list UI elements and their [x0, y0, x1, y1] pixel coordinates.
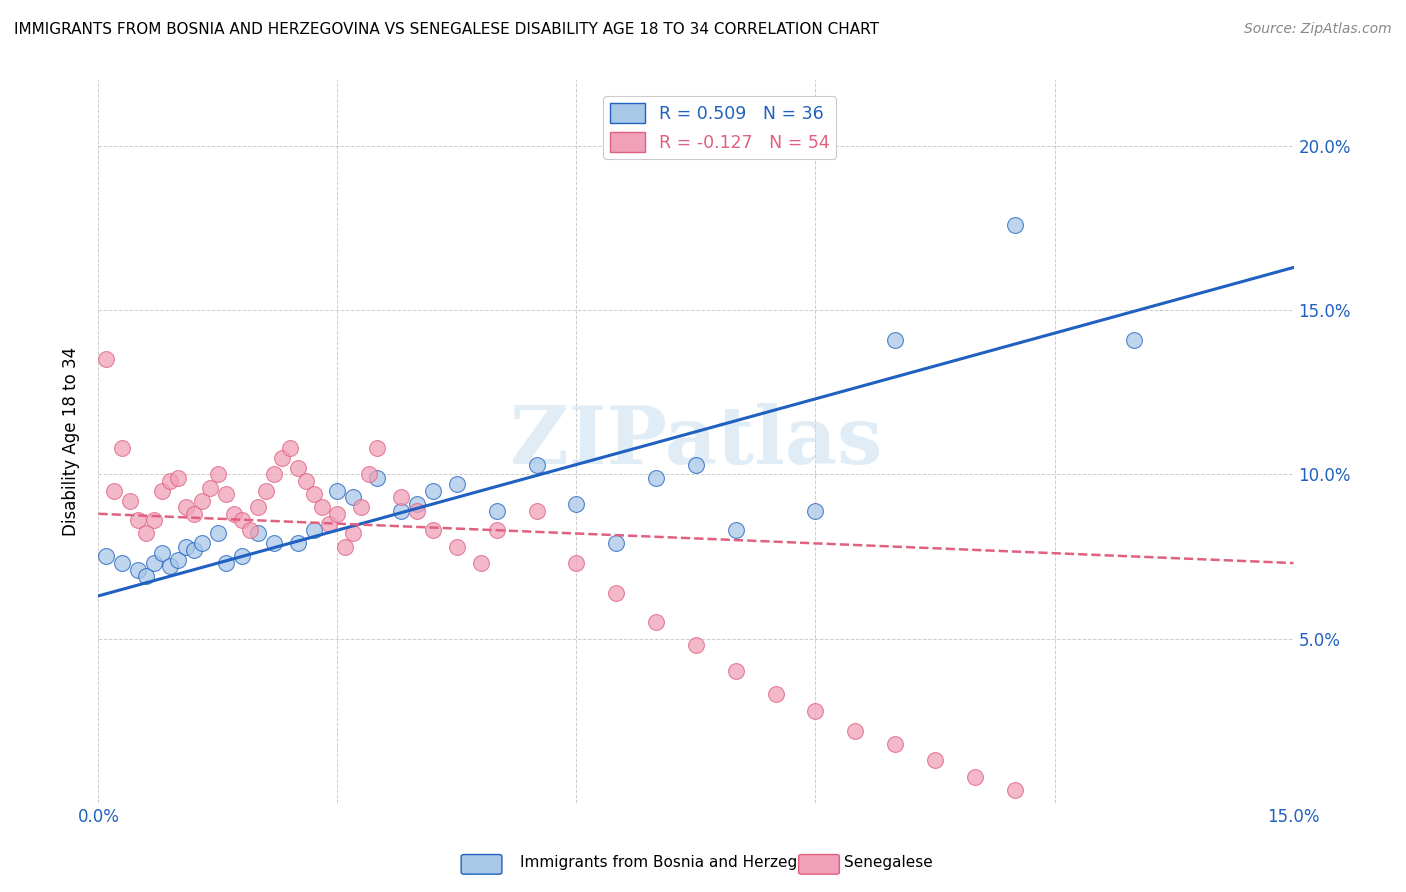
Point — [342, 526, 364, 541]
Point — [366, 470, 388, 484]
Point — [103, 483, 125, 498]
Point — [96, 352, 118, 367]
Point — [359, 467, 381, 482]
Point — [1004, 218, 1026, 232]
Point — [135, 569, 157, 583]
Point — [207, 526, 229, 541]
Point — [183, 507, 205, 521]
Y-axis label: Disability Age 18 to 34: Disability Age 18 to 34 — [62, 347, 80, 536]
Point — [127, 513, 149, 527]
Point — [174, 540, 197, 554]
Point — [350, 500, 373, 515]
Point — [111, 556, 134, 570]
Point — [96, 549, 118, 564]
Point — [246, 526, 269, 541]
Point — [844, 723, 866, 738]
Point — [239, 523, 262, 537]
Point — [366, 441, 388, 455]
Point — [446, 477, 468, 491]
Point — [485, 523, 508, 537]
Point — [470, 556, 492, 570]
Text: ZIPatlas: ZIPatlas — [510, 402, 882, 481]
Point — [294, 474, 316, 488]
Point — [215, 556, 238, 570]
Point — [406, 497, 429, 511]
Text: Source: ZipAtlas.com: Source: ZipAtlas.com — [1244, 22, 1392, 37]
Point — [342, 491, 364, 505]
Point — [111, 441, 134, 455]
Point — [318, 516, 340, 531]
Point — [605, 585, 627, 599]
Point — [724, 523, 747, 537]
Point — [804, 503, 827, 517]
Point — [685, 458, 707, 472]
Point — [159, 559, 181, 574]
Point — [120, 493, 142, 508]
Point — [263, 467, 285, 482]
Point — [215, 487, 238, 501]
Point — [924, 753, 946, 767]
Point — [191, 536, 214, 550]
Point — [446, 540, 468, 554]
Point — [526, 458, 548, 472]
Point — [207, 467, 229, 482]
Point — [406, 503, 429, 517]
Point — [143, 513, 166, 527]
Point — [150, 483, 173, 498]
Point — [278, 441, 301, 455]
Text: IMMIGRANTS FROM BOSNIA AND HERZEGOVINA VS SENEGALESE DISABILITY AGE 18 TO 34 COR: IMMIGRANTS FROM BOSNIA AND HERZEGOVINA V… — [14, 22, 879, 37]
Text: Senegalese: Senegalese — [844, 855, 932, 870]
Point — [1004, 782, 1026, 797]
Point — [804, 704, 827, 718]
Point — [311, 500, 333, 515]
Point — [565, 497, 588, 511]
Point — [174, 500, 197, 515]
Point — [287, 460, 309, 475]
Point — [287, 536, 309, 550]
Point — [326, 507, 349, 521]
Point — [263, 536, 285, 550]
Point — [605, 536, 627, 550]
Point — [159, 474, 181, 488]
Point — [254, 483, 277, 498]
Point — [302, 487, 325, 501]
Point — [335, 540, 357, 554]
Point — [167, 470, 190, 484]
Point — [143, 556, 166, 570]
Point — [127, 563, 149, 577]
Point — [884, 737, 907, 751]
Point — [526, 503, 548, 517]
Point — [422, 523, 444, 537]
Point — [167, 553, 190, 567]
Point — [198, 481, 221, 495]
Point — [645, 615, 668, 630]
Point — [270, 450, 292, 465]
Point — [645, 470, 668, 484]
Point — [884, 333, 907, 347]
Point — [1123, 333, 1146, 347]
Legend: R = 0.509   N = 36, R = -0.127   N = 54: R = 0.509 N = 36, R = -0.127 N = 54 — [603, 96, 837, 159]
Point — [231, 513, 253, 527]
Point — [565, 556, 588, 570]
Point — [685, 638, 707, 652]
Point — [222, 507, 245, 521]
Point — [246, 500, 269, 515]
Point — [389, 491, 412, 505]
Point — [191, 493, 214, 508]
Point — [422, 483, 444, 498]
Point — [231, 549, 253, 564]
Point — [963, 770, 986, 784]
Point — [326, 483, 349, 498]
Point — [183, 542, 205, 557]
Point — [135, 526, 157, 541]
Point — [150, 546, 173, 560]
Text: Immigrants from Bosnia and Herzegovina: Immigrants from Bosnia and Herzegovina — [520, 855, 839, 870]
Point — [765, 687, 787, 701]
Point — [485, 503, 508, 517]
Point — [302, 523, 325, 537]
Point — [724, 665, 747, 679]
Point — [389, 503, 412, 517]
